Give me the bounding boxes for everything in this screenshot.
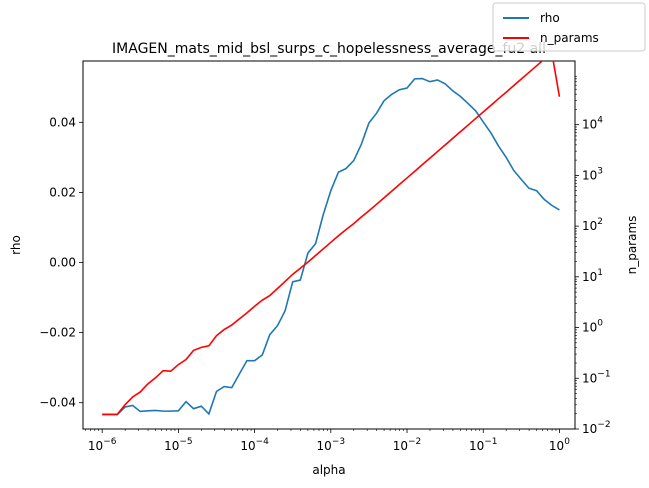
y-axis-right: 10−2 10−1 100 101 102 103 104 [575, 75, 611, 436]
y-tick-label: 0.00 [49, 256, 76, 270]
legend-label-n-params: n_params [540, 31, 599, 45]
series-line-n-params [102, 61, 561, 416]
y-tick-label: −0.04 [39, 396, 76, 410]
y-tick-label: 0.02 [49, 185, 76, 199]
y-tick-label: 0.04 [49, 115, 76, 129]
series-layer [102, 61, 561, 416]
x-tick-label: 10−6 [88, 437, 117, 453]
y2-tick-label: 10−2 [582, 420, 611, 436]
legend-label-rho: rho [540, 11, 560, 25]
x-tick-label: 10−5 [164, 437, 193, 453]
plot-area [82, 60, 576, 430]
y2-tick-label: 10−1 [582, 369, 611, 385]
y2-tick-label: 101 [582, 268, 603, 284]
x-axis: 10−6 10−5 10−4 10−3 10−2 10−1 100 [84, 429, 570, 453]
x-axis-label: alpha [312, 463, 345, 477]
x-tick-label: 10−1 [469, 437, 498, 453]
y-tick-label: −0.02 [39, 326, 76, 340]
x-tick-label: 10−2 [393, 437, 422, 453]
x-tick-label: 10−3 [317, 437, 346, 453]
y2-tick-label: 102 [582, 217, 603, 233]
legend: rho n_params [492, 2, 646, 52]
x-tick-label: 100 [549, 437, 570, 453]
chart-title: IMAGEN_mats_mid_bsl_surps_c_hopelessness… [112, 41, 546, 57]
legend-box [492, 2, 646, 52]
series-line-rho [102, 77, 560, 416]
y-axis-left: −0.04 −0.02 0.00 0.02 0.04 [39, 115, 83, 410]
y2-tick-label: 103 [582, 166, 603, 182]
y2-tick-label: 100 [582, 319, 603, 335]
y-axis-label: rho [9, 235, 23, 255]
y2-axis-label: n_params [625, 216, 639, 275]
x-tick-label: 10−4 [240, 437, 269, 453]
y2-tick-label: 104 [582, 116, 603, 132]
